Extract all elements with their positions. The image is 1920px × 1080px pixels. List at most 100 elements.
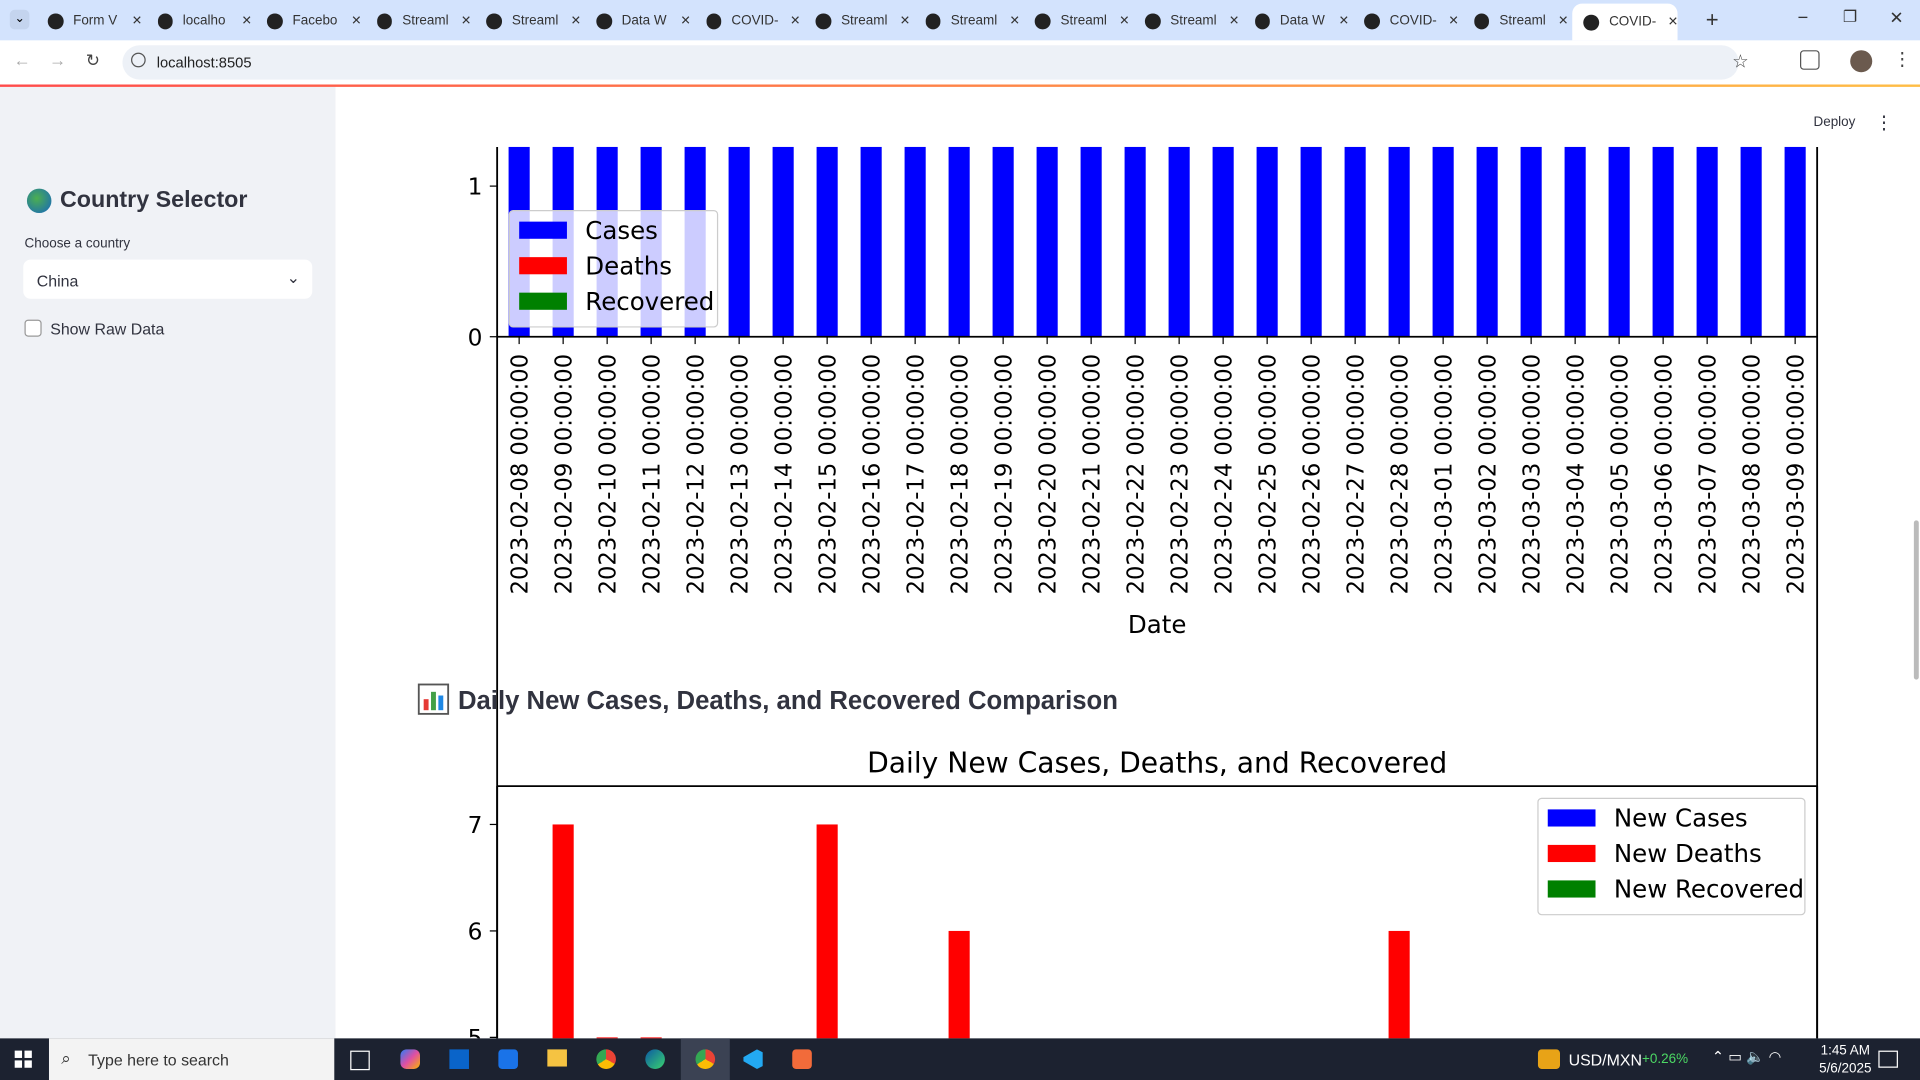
- app-icon[interactable]: [400, 1049, 421, 1069]
- back[interactable]: ←: [13, 50, 31, 70]
- bar: [816, 824, 838, 1039]
- app-icon[interactable]: [596, 1049, 616, 1069]
- bar: [992, 146, 1014, 337]
- scrollbar[interactable]: [1913, 520, 1919, 680]
- start[interactable]: [14, 1050, 32, 1068]
- tab-close[interactable]: ✕: [790, 14, 801, 28]
- x-tick-label: 2023-02-18 00:00:00: [948, 354, 974, 594]
- tab-close[interactable]: ✕: [1558, 14, 1569, 28]
- bar: [1344, 146, 1366, 337]
- tab[interactable]: Data W ✕: [585, 5, 691, 37]
- checkbox-label[interactable]: Show Raw Data: [50, 319, 165, 338]
- tab[interactable]: COVID- ✕: [695, 5, 800, 37]
- site-info[interactable]: [131, 52, 146, 68]
- tab-close[interactable]: ✕: [131, 14, 143, 28]
- sidebar: Country Selector Choose a country China …: [0, 86, 336, 1039]
- profile[interactable]: [1850, 50, 1873, 73]
- tab[interactable]: COVID- ✕: [1572, 3, 1679, 41]
- y-tick-label: 5: [468, 1025, 483, 1038]
- tab[interactable]: COVID- ✕: [1353, 5, 1459, 37]
- tray[interactable]: ⌃ ▭ 🔈 ◠: [1711, 1048, 1782, 1066]
- toolbar: ← → ↻ localhost:8505 ☆ ⋮: [0, 40, 1920, 86]
- app-icon[interactable]: [792, 1049, 812, 1069]
- widget-icon[interactable]: [1537, 1049, 1561, 1069]
- legend-label: New Recovered: [1614, 875, 1804, 904]
- address-bar[interactable]: localhost:8505 ☆: [122, 45, 1749, 80]
- bookmark[interactable]: ☆: [1732, 51, 1749, 73]
- taskbar: ⌕ Type here to search USD/MXN +0.26% ⌃ ▭…: [0, 1038, 1920, 1080]
- tab-title: Streaml: [841, 13, 888, 29]
- x-tick-label: 2023-02-24 00:00:00: [1212, 354, 1238, 594]
- tab[interactable]: Streaml ✕: [476, 5, 581, 37]
- ticker[interactable]: USD/MXN: [1568, 1050, 1642, 1069]
- tab[interactable]: Data W ✕: [1244, 5, 1349, 37]
- clock-time[interactable]: 1:45 AM: [1820, 1043, 1871, 1058]
- minimize[interactable]: −: [1797, 7, 1809, 29]
- legend: [1537, 797, 1806, 916]
- tab-close[interactable]: ✕: [351, 14, 362, 28]
- forward[interactable]: →: [48, 50, 67, 70]
- favicon: [267, 12, 283, 29]
- checkbox[interactable]: [24, 319, 42, 337]
- tab[interactable]: Form V ✕: [37, 5, 142, 37]
- task-view[interactable]: [350, 1050, 370, 1071]
- app-icon[interactable]: [449, 1049, 469, 1069]
- reload[interactable]: ↻: [85, 50, 101, 70]
- bar: [772, 146, 794, 337]
- tab[interactable]: Streaml ✕: [914, 5, 1020, 37]
- close-window[interactable]: ✕: [1889, 7, 1904, 27]
- bar: [1564, 146, 1586, 337]
- url-text: localhost:8505: [156, 53, 252, 72]
- tab[interactable]: Streaml ✕: [366, 5, 471, 37]
- bar: [1036, 146, 1058, 337]
- tab-close[interactable]: ✕: [1338, 14, 1349, 28]
- chart: Daily New Cases, Deaths, and Recovered 5 6…: [468, 747, 1819, 1039]
- tab[interactable]: localho ✕: [146, 5, 252, 37]
- app-icon[interactable]: [645, 1049, 665, 1069]
- tab[interactable]: Streaml ✕: [1134, 5, 1239, 37]
- tab-close[interactable]: ✕: [1667, 15, 1679, 29]
- tab-close[interactable]: ✕: [1448, 14, 1459, 28]
- new-tab[interactable]: +: [1705, 7, 1719, 32]
- tab[interactable]: Streaml ✕: [1024, 5, 1129, 37]
- tab-close[interactable]: ✕: [241, 14, 252, 28]
- bar: [948, 930, 970, 1039]
- x-tick-label: 2023-02-08 00:00:00: [508, 354, 534, 594]
- deploy[interactable]: Deploy: [1813, 115, 1856, 130]
- app-icon[interactable]: [547, 1049, 567, 1067]
- section-heading: Daily New Cases, Deaths, and Recovered C…: [458, 687, 1118, 715]
- app-menu[interactable]: ⋮: [1874, 112, 1894, 134]
- app-icon[interactable]: [743, 1049, 763, 1069]
- active-app[interactable]: [680, 1038, 730, 1080]
- legend-swatch: [1547, 844, 1596, 863]
- tab[interactable]: Facebo ✕: [256, 5, 361, 37]
- app-icon[interactable]: [498, 1049, 518, 1069]
- x-axis-label: Date: [1128, 610, 1186, 639]
- tab[interactable]: Streaml ✕: [805, 5, 910, 37]
- favicon: [596, 12, 612, 29]
- notifications[interactable]: [1878, 1050, 1898, 1068]
- tab-close[interactable]: ✕: [460, 14, 472, 28]
- tab[interactable]: Streaml ✕: [1463, 5, 1568, 37]
- legend-label: New Deaths: [1614, 839, 1762, 868]
- restore[interactable]: ❐: [1842, 7, 1858, 26]
- clock-date[interactable]: 5/6/2025: [1819, 1061, 1872, 1077]
- search-box[interactable]: ⌕ Type here to search: [48, 1038, 335, 1080]
- x-tick-label: 2023-02-09 00:00:00: [552, 354, 578, 594]
- tab-close[interactable]: ✕: [1228, 14, 1240, 28]
- tab-close[interactable]: ✕: [1119, 14, 1130, 28]
- tab-close[interactable]: ✕: [570, 14, 581, 28]
- extensions[interactable]: [1800, 50, 1820, 70]
- tab-close[interactable]: ✕: [680, 14, 691, 28]
- menu[interactable]: ⋮: [1893, 48, 1912, 70]
- bar: [1740, 146, 1762, 337]
- tab-title: COVID-: [1389, 13, 1437, 29]
- favicon: [376, 12, 393, 29]
- country-select[interactable]: China ⌄: [23, 259, 313, 299]
- favicon: [1254, 12, 1271, 29]
- tab-search[interactable]: ⌄: [9, 9, 30, 30]
- tab-close[interactable]: ✕: [899, 14, 911, 28]
- favicon: [1035, 12, 1051, 29]
- bar: [596, 1037, 618, 1039]
- tab-close[interactable]: ✕: [1009, 14, 1020, 28]
